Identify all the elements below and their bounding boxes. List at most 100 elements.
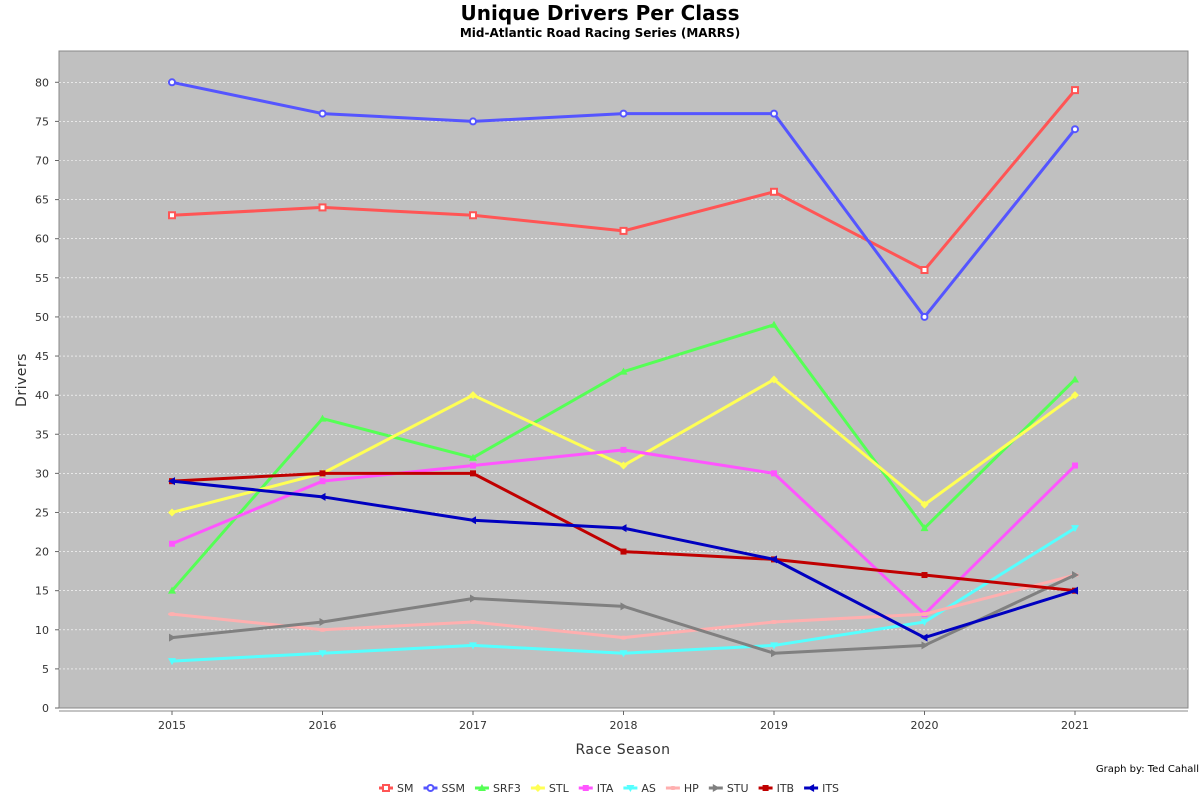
legend-item-hp: HP bbox=[665, 782, 699, 795]
data-point-stl bbox=[469, 391, 477, 400]
y-tick-label: 70 bbox=[35, 155, 49, 168]
data-point-sm bbox=[318, 203, 327, 212]
data-point-sm bbox=[619, 226, 628, 235]
y-tick-label: 25 bbox=[35, 506, 49, 519]
legend-swatch-marker bbox=[382, 784, 390, 792]
data-point-ssm bbox=[318, 109, 327, 118]
data-point-ita bbox=[470, 462, 476, 469]
y-tick-label: 10 bbox=[35, 624, 49, 637]
data-point-ita bbox=[771, 470, 777, 477]
data-point-ssm bbox=[770, 109, 778, 118]
data-point-its bbox=[168, 477, 175, 486]
x-tick-label: 2018 bbox=[610, 719, 638, 732]
data-point-as bbox=[619, 650, 628, 658]
data-point-sm bbox=[770, 187, 778, 196]
data-point-its bbox=[619, 524, 627, 533]
legend-label: HP bbox=[684, 782, 699, 795]
series-lines bbox=[168, 78, 1079, 666]
data-point-hp bbox=[168, 612, 176, 617]
chart-subtitle: Mid-Atlantic Road Racing Series (MARRS) bbox=[460, 26, 740, 40]
data-point-itb bbox=[319, 470, 326, 477]
data-point-srf3 bbox=[168, 586, 176, 594]
data-point-srf3 bbox=[619, 367, 628, 375]
data-point-stu bbox=[470, 594, 477, 603]
x-tick-label: 2017 bbox=[459, 719, 487, 732]
series-srf3 bbox=[168, 320, 1079, 594]
axes: 0 5 10 15 20 25 30 35 40 45 50 55 60 65 70 75 80 2015 2016… bbox=[35, 76, 1188, 732]
data-point-sm bbox=[469, 211, 477, 220]
series-ssm bbox=[168, 78, 1079, 321]
data-point-sm bbox=[168, 211, 176, 220]
data-point-its bbox=[469, 516, 476, 525]
y-tick-label: 40 bbox=[35, 389, 49, 402]
y-tick-label: 65 bbox=[35, 194, 49, 207]
data-point-as bbox=[469, 642, 477, 650]
data-point-sm bbox=[1071, 86, 1079, 95]
data-point-srf3 bbox=[318, 414, 327, 422]
legend-label: STL bbox=[549, 782, 570, 795]
data-point-srf3 bbox=[920, 524, 929, 532]
chart-title: Unique Drivers Per Class bbox=[461, 1, 740, 25]
data-point-srf3 bbox=[1071, 375, 1079, 383]
data-point-stl bbox=[920, 500, 929, 509]
data-point-hp bbox=[920, 612, 929, 617]
legend-item-stu: STU bbox=[708, 782, 749, 795]
x-tick-label: 2021 bbox=[1061, 719, 1089, 732]
series-as bbox=[168, 525, 1079, 666]
data-point-as bbox=[168, 658, 176, 666]
data-point-stl bbox=[168, 508, 176, 517]
legend-label: SM bbox=[397, 782, 413, 795]
legend-swatch-marker bbox=[426, 784, 435, 792]
y-tick-label: 5 bbox=[42, 663, 49, 676]
data-point-as bbox=[770, 642, 778, 650]
data-point-ssm bbox=[168, 78, 176, 87]
series-sm bbox=[168, 86, 1079, 274]
grid-lines bbox=[59, 81, 1188, 670]
data-point-srf3 bbox=[770, 320, 778, 328]
y-tick-label: 50 bbox=[35, 311, 49, 324]
x-tick-label: 2020 bbox=[911, 719, 939, 732]
legend-swatch-marker bbox=[762, 785, 769, 791]
data-point-stl bbox=[770, 375, 778, 384]
data-point-stl bbox=[619, 461, 628, 470]
legend-item-itb: ITB bbox=[758, 782, 794, 795]
y-tick-label: 20 bbox=[35, 546, 49, 559]
legend-swatch-marker bbox=[668, 786, 677, 790]
data-point-its bbox=[318, 492, 326, 501]
data-point-stu bbox=[1072, 571, 1079, 580]
x-tick-label: 2019 bbox=[760, 719, 788, 732]
legend-label: SRF3 bbox=[493, 782, 521, 795]
y-axis-label: Drivers bbox=[14, 353, 30, 407]
data-point-itb bbox=[921, 572, 928, 579]
y-tick-label: 45 bbox=[35, 350, 49, 363]
data-point-ita bbox=[620, 446, 627, 453]
x-axis-label: Race Season bbox=[575, 742, 670, 758]
legend-item-stl: STL bbox=[530, 782, 570, 795]
legend-swatch-marker bbox=[477, 784, 486, 791]
data-point-sm bbox=[920, 266, 929, 274]
legend-label: AS bbox=[641, 782, 656, 795]
legend-item-as: AS bbox=[623, 782, 656, 795]
data-point-as bbox=[1071, 525, 1079, 533]
graph-credit: Graph by: Ted Cahall bbox=[1096, 764, 1199, 775]
data-point-hp bbox=[469, 619, 477, 624]
data-point-stl bbox=[1071, 391, 1079, 400]
legend-swatch-marker bbox=[533, 784, 542, 792]
legend-swatch-marker bbox=[712, 784, 720, 792]
data-point-hp bbox=[318, 627, 327, 632]
data-point-hp bbox=[770, 619, 778, 624]
legend-label: ITA bbox=[597, 782, 614, 795]
data-point-ssm bbox=[619, 109, 628, 118]
y-tick-label: 80 bbox=[35, 76, 49, 89]
y-tick-label: 30 bbox=[35, 467, 49, 480]
legend-swatch-marker bbox=[582, 785, 589, 791]
data-point-ita bbox=[1072, 462, 1078, 469]
legend-swatch-marker bbox=[807, 784, 815, 792]
data-point-ssm bbox=[920, 312, 929, 321]
data-point-stu bbox=[169, 633, 176, 642]
data-point-as bbox=[920, 618, 929, 626]
data-point-ita bbox=[169, 540, 175, 547]
series-its bbox=[168, 477, 1078, 642]
data-point-its bbox=[920, 633, 928, 642]
